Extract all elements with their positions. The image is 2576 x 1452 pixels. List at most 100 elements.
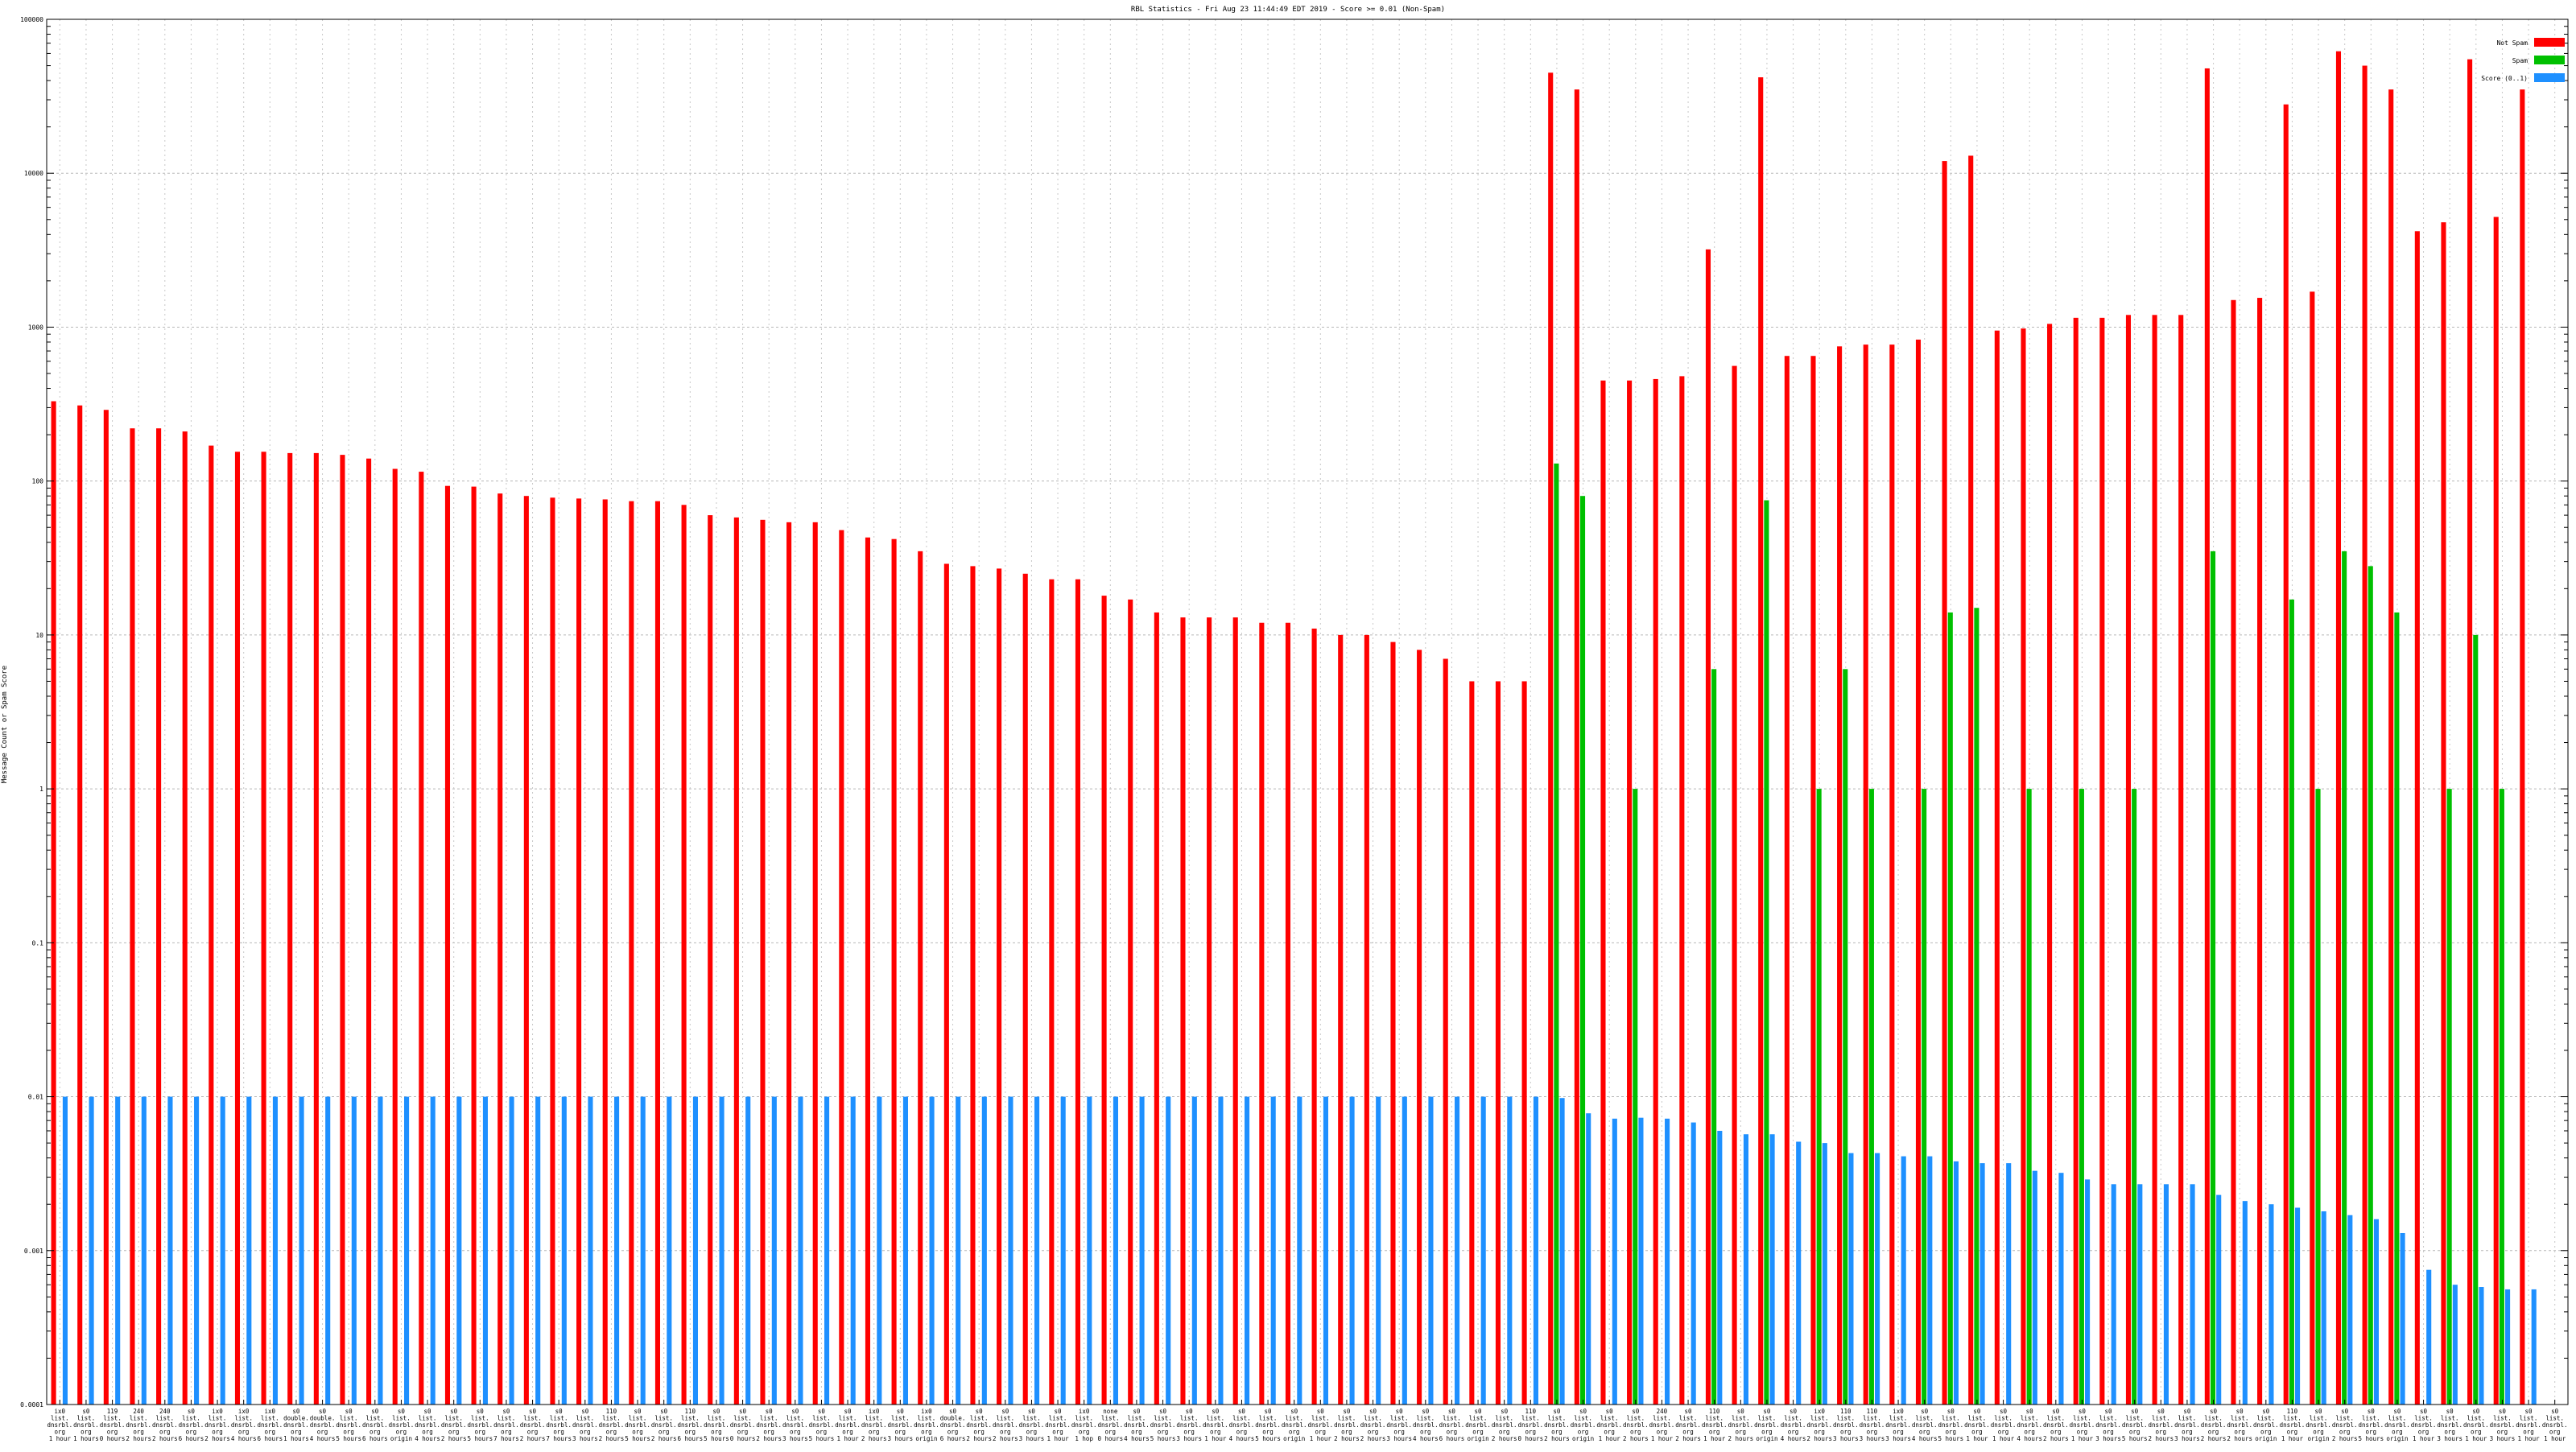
bar-not-spam-10 [313, 452, 319, 1405]
bar-score-0-1-67 [1822, 1143, 1827, 1405]
legend-label: Spam [2512, 57, 2528, 64]
bar-not-spam-71 [1915, 339, 1922, 1405]
x-tick-label: s0 list. dnsrbl. org 5 hours [625, 1408, 650, 1442]
bar-not-spam-27 [760, 519, 766, 1405]
bar-spam-65 [1764, 500, 1769, 1405]
x-tick-label: s0 list. dnsrbl. org 2 hours [2149, 1408, 2174, 1442]
x-tick-label: s0 list. dnsrbl. org 4 hours [1413, 1408, 1439, 1442]
bar-not-spam-63 [1705, 249, 1711, 1405]
bar-not-spam-81 [2178, 315, 2184, 1405]
bar-spam-73 [1974, 608, 1979, 1405]
bar-not-spam-24 [681, 505, 687, 1405]
bar-not-spam-45 [1232, 617, 1238, 1405]
bar-not-spam-92 [2467, 59, 2473, 1405]
legend-swatch [2534, 73, 2565, 82]
bar-not-spam-58 [1574, 89, 1579, 1405]
bar-score-0-1-70 [1901, 1156, 1906, 1405]
x-tick-label: s0 list. dnsrbl. org 4 hours [2017, 1408, 2042, 1442]
bar-not-spam-25 [708, 515, 713, 1405]
x-tick-label: s0 list. dnsrbl. org 2 hours [2201, 1408, 2227, 1442]
bar-not-spam-23 [654, 501, 661, 1405]
bar-not-spam-42 [1154, 612, 1159, 1405]
bar-not-spam-32 [891, 538, 897, 1405]
y-tick-label: 0.01 [28, 1094, 43, 1101]
bar-not-spam-3 [130, 428, 135, 1405]
bar-not-spam-53 [1443, 658, 1448, 1405]
x-tick-label: ix0 list. dnsrbl. org 4 hours [231, 1408, 257, 1442]
bar-spam-69 [1868, 789, 1874, 1405]
bar-not-spam-44 [1207, 617, 1212, 1405]
bar-not-spam-77 [2073, 317, 2079, 1405]
x-tick-label: s0 list. dnsrbl. org 1 hour [1991, 1408, 2017, 1442]
bar-not-spam-72 [1942, 161, 1947, 1405]
bar-score-0-1-80 [2163, 1184, 2169, 1405]
bar-score-0-1-26 [745, 1096, 751, 1405]
bar-not-spam-48 [1311, 628, 1317, 1405]
x-tick-label: s0 list. dnsrbl. org 3 hours [1386, 1408, 1412, 1442]
bar-score-0-1-42 [1166, 1096, 1171, 1405]
x-tick-label: s0 list. dnsrbl. org 6 hours [362, 1408, 388, 1442]
bar-score-0-1-77 [2085, 1179, 2091, 1405]
bar-not-spam-40 [1101, 596, 1107, 1405]
x-tick-label: s0 list. dnsrbl. org origin [2384, 1408, 2410, 1442]
bar-not-spam-29 [812, 522, 818, 1405]
bar-score-0-1-14 [430, 1096, 436, 1405]
bar-score-0-1-51 [1402, 1096, 1407, 1405]
bar-not-spam-57 [1548, 72, 1554, 1405]
bar-not-spam-67 [1810, 356, 1816, 1405]
bar-score-0-1-57 [1559, 1098, 1565, 1405]
bar-score-0-1-11 [351, 1096, 357, 1405]
x-tick-label: s0 list. dnsrbl. org origin [2253, 1408, 2279, 1442]
bar-spam-82 [2210, 551, 2216, 1405]
x-tick-label: s0 list. dnsrbl. org 2 hours [1623, 1408, 1649, 1442]
bar-score-0-1-38 [1060, 1096, 1066, 1405]
bar-not-spam-34 [943, 563, 949, 1405]
legend-label: Not Spam [2496, 39, 2528, 47]
bar-score-0-1-85 [2295, 1207, 2301, 1405]
bar-score-0-1-24 [692, 1096, 699, 1405]
bar-not-spam-13 [392, 468, 398, 1405]
bar-spam-93 [2499, 789, 2504, 1405]
x-tick-label: s0 list. dnsrbl. org 3 hours [2437, 1408, 2462, 1442]
x-tick-label: s0 double. dnsrbl. org 6 hours [940, 1408, 966, 1442]
bar-score-0-1-39 [1087, 1096, 1092, 1405]
x-tick-label: s0 list. dnsrbl. org 3 hours [2095, 1408, 2121, 1442]
legend: Not Spam Spam Score (0..1) [2481, 38, 2565, 82]
bar-not-spam-9 [287, 452, 293, 1405]
bar-not-spam-69 [1863, 344, 1868, 1405]
bar-score-0-1-59 [1612, 1118, 1617, 1405]
bar-not-spam-52 [1417, 650, 1422, 1405]
bar-not-spam-16 [471, 486, 477, 1405]
bar-spam-87 [2342, 551, 2347, 1405]
bar-not-spam-64 [1732, 365, 1737, 1405]
bar-score-0-1-15 [456, 1096, 462, 1405]
bar-score-0-1-74 [2006, 1163, 2012, 1405]
x-tick-label: s0 list. dnsrbl. org 5 hours [2122, 1408, 2148, 1442]
bar-score-0-1-60 [1638, 1117, 1644, 1405]
x-tick-label: s0 list. dnsrbl. org 4 hours [1124, 1408, 1150, 1442]
bar-not-spam-66 [1784, 356, 1790, 1405]
plot-frame [46, 19, 2569, 1405]
bar-score-0-1-76 [2058, 1173, 2064, 1405]
y-tick-label: 0.0001 [20, 1401, 43, 1409]
bar-spam-92 [2473, 634, 2479, 1405]
bar-score-0-1-1 [89, 1096, 94, 1405]
x-tick-label: s0 list. dnsrbl. org 1 hour [2411, 1408, 2437, 1442]
bar-score-0-1-2 [115, 1096, 121, 1405]
axes: 0.0001 0.001 0.01 0.1 1 10 100 1000 10000 100000 [20, 16, 2569, 1409]
bar-not-spam-59 [1600, 380, 1606, 1405]
y-tick-label: 100 [32, 478, 44, 485]
x-tick-label: s0 list. dnsrbl. org origin [1754, 1408, 1780, 1442]
bar-score-0-1-0 [62, 1096, 68, 1405]
legend-label: Score (0..1) [2481, 75, 2528, 82]
y-tick-label: 1 [39, 786, 43, 793]
bar-score-0-1-53 [1455, 1096, 1460, 1405]
bar-score-0-1-9 [299, 1096, 304, 1405]
bar-score-0-1-50 [1376, 1096, 1381, 1405]
x-tick-label: s0 list. dnsrbl. org 2 hours [651, 1408, 677, 1442]
bar-spam-88 [2368, 566, 2373, 1405]
bar-score-0-1-75 [2032, 1170, 2037, 1405]
bar-not-spam-93 [2493, 217, 2499, 1405]
bar-score-0-1-94 [2531, 1289, 2537, 1405]
bar-score-0-1-68 [1848, 1153, 1854, 1405]
